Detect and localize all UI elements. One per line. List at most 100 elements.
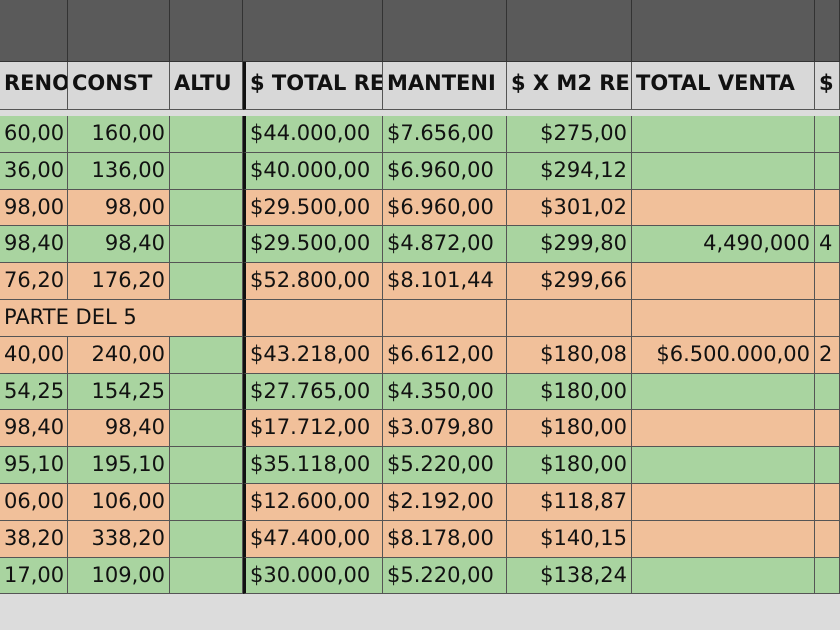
cell[interactable]: $180,00 xyxy=(507,447,632,484)
cell[interactable] xyxy=(632,152,815,190)
column-letter-cell[interactable] xyxy=(507,0,632,62)
cell[interactable] xyxy=(170,484,243,521)
cell[interactable] xyxy=(170,410,243,448)
column-letter-cell[interactable] xyxy=(170,0,243,62)
cell[interactable]: 54,25 xyxy=(0,373,68,411)
cell[interactable]: $299,66 xyxy=(507,263,632,300)
cell[interactable]: $47.400,00 xyxy=(243,520,383,558)
cell[interactable] xyxy=(632,373,815,411)
cell[interactable]: 98,40 xyxy=(68,410,170,448)
cell[interactable] xyxy=(632,484,815,521)
cell[interactable]: $43.218,00 xyxy=(243,336,383,374)
cell[interactable]: $4.350,00 xyxy=(383,373,507,411)
cell[interactable]: 109,00 xyxy=(68,557,170,595)
cell[interactable]: 2 xyxy=(815,336,840,374)
cell[interactable] xyxy=(383,300,507,337)
cell[interactable]: 106,00 xyxy=(68,484,170,521)
cell[interactable] xyxy=(815,152,840,190)
cell[interactable]: $8.101,44 xyxy=(383,263,507,300)
cell[interactable]: $40.000,00 xyxy=(243,152,383,190)
cell[interactable] xyxy=(632,116,815,153)
cell[interactable] xyxy=(632,520,815,558)
cell[interactable]: $299,80 xyxy=(507,226,632,264)
cell[interactable] xyxy=(815,520,840,558)
cell[interactable]: 98,00 xyxy=(68,189,170,227)
cell[interactable] xyxy=(815,484,840,521)
cell[interactable]: $138,24 xyxy=(507,557,632,595)
cell[interactable] xyxy=(632,263,815,300)
cell[interactable] xyxy=(170,226,243,264)
cell[interactable]: $52.800,00 xyxy=(243,263,383,300)
cell[interactable] xyxy=(632,410,815,448)
column-letter-cell[interactable] xyxy=(243,0,383,62)
cell[interactable]: 4,490,000 xyxy=(632,226,815,264)
cell[interactable]: $8.178,00 xyxy=(383,520,507,558)
cell[interactable]: $180,00 xyxy=(507,410,632,448)
cell[interactable] xyxy=(243,300,383,337)
header-cell[interactable]: $ TOTAL RE xyxy=(243,62,383,110)
cell[interactable]: $301,02 xyxy=(507,189,632,227)
cell[interactable] xyxy=(815,447,840,484)
cell[interactable]: $6.960,00 xyxy=(383,189,507,227)
cell[interactable]: $180,08 xyxy=(507,336,632,374)
column-letter-cell[interactable] xyxy=(68,0,170,62)
cell[interactable]: $17.712,00 xyxy=(243,410,383,448)
header-cell[interactable]: CONST xyxy=(68,62,170,110)
column-letter-cell[interactable] xyxy=(0,0,68,62)
cell[interactable]: 98,40 xyxy=(68,226,170,264)
cell[interactable] xyxy=(815,557,840,595)
cell[interactable]: 136,00 xyxy=(68,152,170,190)
cell[interactable]: 160,00 xyxy=(68,116,170,153)
cell[interactable] xyxy=(170,263,243,300)
cell[interactable]: $275,00 xyxy=(507,116,632,153)
cell[interactable]: 06,00 xyxy=(0,484,68,521)
cell[interactable]: 4 xyxy=(815,226,840,264)
cell[interactable]: $30.000,00 xyxy=(243,557,383,595)
cell[interactable]: 338,20 xyxy=(68,520,170,558)
cell[interactable]: $180,00 xyxy=(507,373,632,411)
cell[interactable] xyxy=(170,116,243,153)
cell[interactable]: 40,00 xyxy=(0,336,68,374)
cell[interactable]: $29.500,00 xyxy=(243,226,383,264)
header-cell[interactable]: ALTU xyxy=(170,62,243,110)
cell[interactable] xyxy=(815,189,840,227)
header-cell[interactable]: $ xyxy=(815,62,840,110)
cell[interactable]: $140,15 xyxy=(507,520,632,558)
cell[interactable]: $29.500,00 xyxy=(243,189,383,227)
cell[interactable]: 195,10 xyxy=(68,447,170,484)
cell[interactable]: 98,40 xyxy=(0,226,68,264)
cell[interactable] xyxy=(815,263,840,300)
cell[interactable]: $6.612,00 xyxy=(383,336,507,374)
cell[interactable] xyxy=(170,373,243,411)
cell[interactable]: $294,12 xyxy=(507,152,632,190)
cell[interactable]: 154,25 xyxy=(68,373,170,411)
cell[interactable]: $118,87 xyxy=(507,484,632,521)
cell[interactable]: $2.192,00 xyxy=(383,484,507,521)
cell[interactable] xyxy=(170,447,243,484)
cell[interactable]: $6.960,00 xyxy=(383,152,507,190)
cell[interactable]: 60,00 xyxy=(0,116,68,153)
cell[interactable] xyxy=(632,189,815,227)
header-cell[interactable]: MANTENI xyxy=(383,62,507,110)
cell[interactable]: $5.220,00 xyxy=(383,447,507,484)
cell[interactable]: 240,00 xyxy=(68,336,170,374)
cell[interactable] xyxy=(632,557,815,595)
cell[interactable]: 17,00 xyxy=(0,557,68,595)
cell[interactable]: $35.118,00 xyxy=(243,447,383,484)
cell[interactable]: $27.765,00 xyxy=(243,373,383,411)
cell[interactable] xyxy=(815,116,840,153)
cell[interactable]: $5.220,00 xyxy=(383,557,507,595)
header-cell[interactable]: $ X M2 RE xyxy=(507,62,632,110)
cell[interactable]: $7.656,00 xyxy=(383,116,507,153)
cell[interactable]: 98,40 xyxy=(0,410,68,448)
column-letter-cell[interactable] xyxy=(383,0,507,62)
header-cell[interactable]: TOTAL VENTA xyxy=(632,62,815,110)
cell[interactable] xyxy=(632,447,815,484)
cell[interactable]: $6.500.000,00 xyxy=(632,336,815,374)
cell[interactable]: 36,00 xyxy=(0,152,68,190)
cell[interactable]: 76,20 xyxy=(0,263,68,300)
cell[interactable]: 176,20 xyxy=(68,263,170,300)
cell[interactable]: 95,10 xyxy=(0,447,68,484)
cell[interactable] xyxy=(170,152,243,190)
cell[interactable]: 38,20 xyxy=(0,520,68,558)
